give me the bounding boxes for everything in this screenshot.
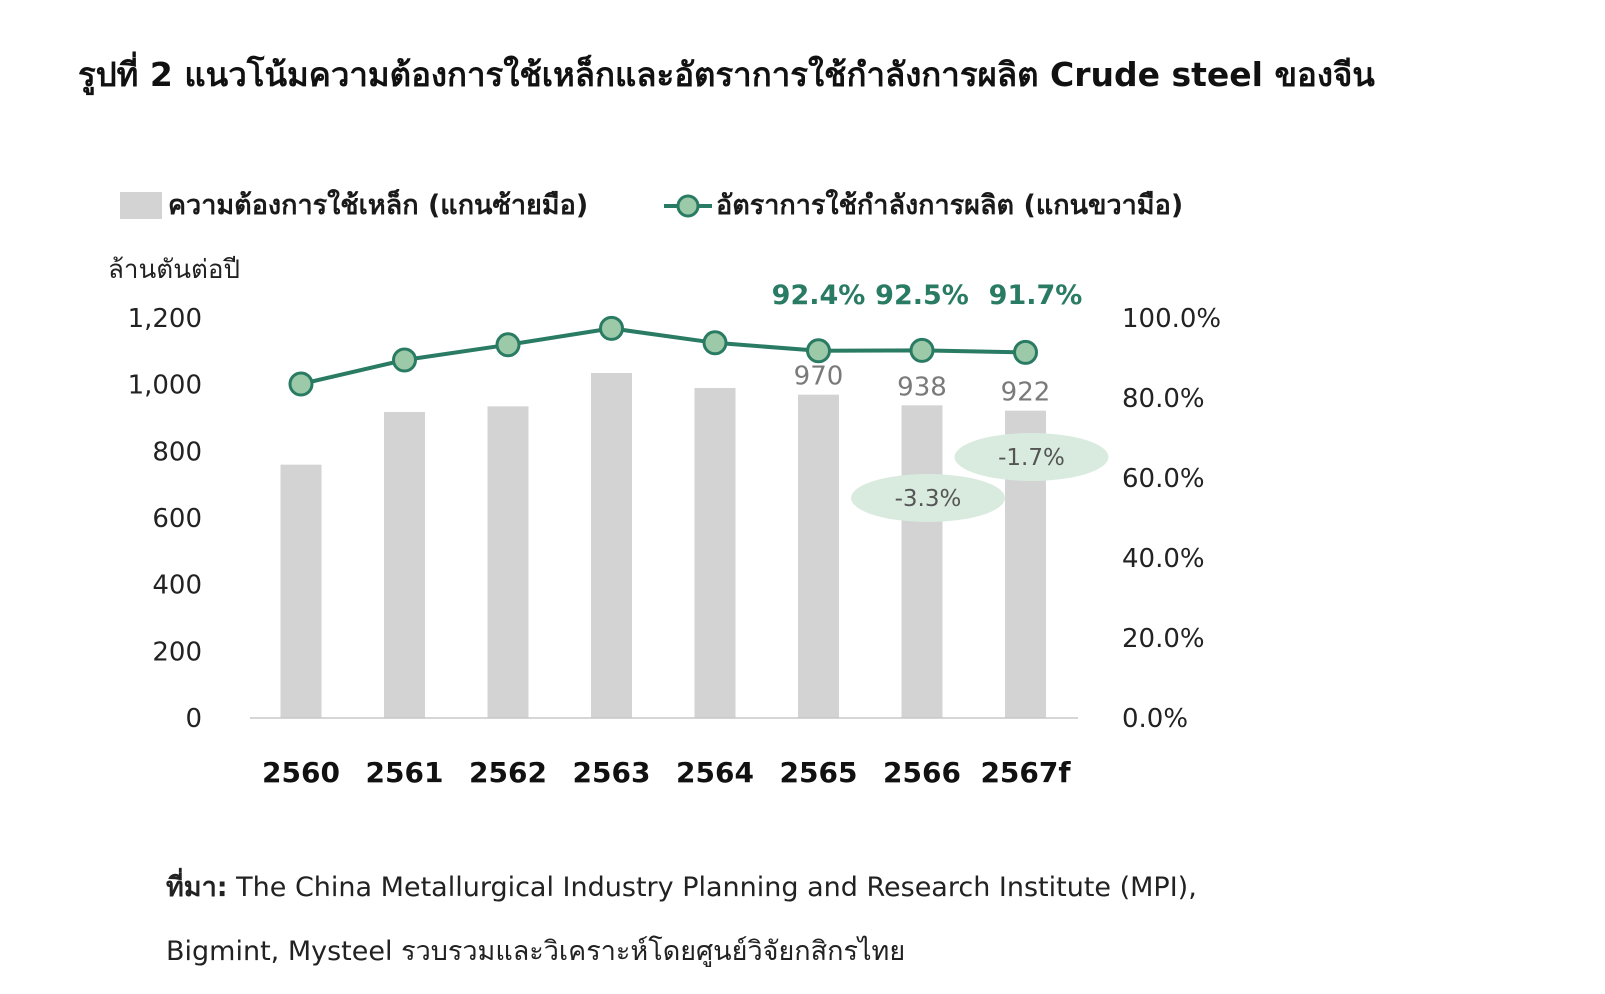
- source-label: ที่มา:: [166, 872, 228, 903]
- legend-line-label: อัตราการใช้กำลังการผลิต (แกนขวามือ): [716, 189, 1183, 221]
- line-marker: [288, 371, 314, 397]
- annotation-label: -3.3%: [895, 486, 962, 512]
- legend-bar-label: ความต้องการใช้เหล็ก (แกนซ้ายมือ): [168, 187, 588, 221]
- line-marker: [599, 315, 624, 341]
- x-tick-label: 2565: [780, 756, 858, 789]
- line-data-label: 92.5%: [875, 280, 969, 311]
- bar: [591, 373, 632, 718]
- source-line-1: ที่มา: The China Metallurgical Industry …: [166, 856, 1197, 920]
- line-marker: [806, 338, 831, 364]
- x-tick-label: 2564: [676, 756, 754, 789]
- y-right-tick-label: 20.0%: [1122, 624, 1205, 654]
- line-marker: [495, 332, 521, 358]
- x-tick-label: 2567f: [980, 756, 1071, 789]
- bar: [901, 405, 943, 718]
- line-marker: [392, 347, 417, 373]
- bar-data-label: 922: [1001, 378, 1051, 408]
- y-left-tick-label: 600: [152, 504, 202, 534]
- y-right-tick-label: 100.0%: [1122, 304, 1221, 334]
- y-left-tick-label: 0: [185, 704, 202, 734]
- annotation-label: -1.7%: [998, 445, 1065, 471]
- source-note: ที่มา: The China Metallurgical Industry …: [166, 856, 1197, 984]
- source-text-2: Bigmint, Mysteel รวบรวมและวิเคราะห์โดยศู…: [166, 936, 906, 967]
- bar: [280, 464, 322, 718]
- annotation-bubble: [954, 433, 1109, 481]
- y-right-tick-label: 0.0%: [1122, 704, 1188, 734]
- x-tick-label: 2560: [262, 756, 340, 789]
- legend-line-marker: [676, 194, 700, 218]
- y-left-tick-label: 400: [152, 571, 202, 601]
- source-text-1: The China Metallurgical Industry Plannin…: [236, 872, 1197, 903]
- y-left-tick-label: 200: [152, 637, 202, 667]
- y-left-axis-label: ล้านตันต่อปี: [108, 255, 240, 285]
- x-tick-label: 2566: [883, 756, 961, 789]
- x-tick-label: 2563: [573, 756, 651, 789]
- y-left-tick-label: 1,000: [128, 371, 202, 401]
- line-marker: [909, 337, 935, 363]
- x-tick-label: 2561: [366, 756, 444, 789]
- line-series: [300, 326, 1026, 386]
- bar-data-label: 938: [897, 372, 947, 402]
- bar: [487, 406, 529, 718]
- bar: [384, 412, 425, 718]
- line-marker: [702, 330, 728, 356]
- bar-data-label: 970: [794, 362, 844, 392]
- chart-title: รูปที่ 2 แนวโน้มความต้องการใช้เหล็กและอั…: [78, 55, 1375, 94]
- y-right-tick-label: 40.0%: [1122, 544, 1205, 574]
- line-data-label: 91.7%: [989, 280, 1083, 311]
- x-tick-label: 2562: [469, 756, 547, 789]
- bar: [694, 388, 736, 718]
- y-left-tick-label: 1,200: [128, 304, 202, 334]
- y-right-tick-label: 60.0%: [1122, 464, 1205, 494]
- annotation-bubble: [851, 474, 1005, 522]
- line-marker: [1013, 339, 1038, 365]
- legend-bar-swatch: [120, 192, 162, 219]
- y-right-tick-label: 80.0%: [1122, 384, 1205, 414]
- line-data-label: 92.4%: [772, 280, 866, 311]
- bar: [798, 394, 839, 718]
- y-left-tick-label: 800: [152, 437, 202, 467]
